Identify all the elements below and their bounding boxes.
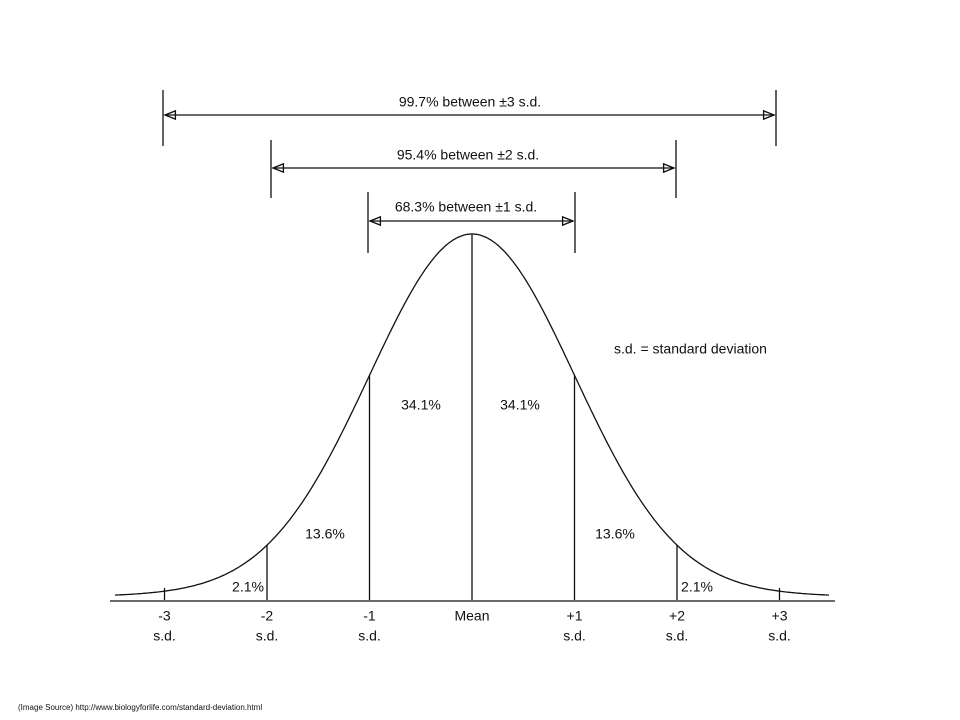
- region-label: 13.6%: [595, 526, 635, 542]
- axis-unit: s.d.: [153, 628, 176, 644]
- source: (Image Source) http://www.biologyforlife…: [18, 703, 262, 712]
- axis-value: -1: [363, 608, 376, 624]
- region-label: 34.1%: [401, 397, 441, 413]
- axis-unit: s.d.: [768, 628, 791, 644]
- arrow-1sd: [367, 192, 576, 253]
- region-label: 13.6%: [305, 526, 345, 542]
- legend-note: s.d. = standard deviation: [614, 341, 767, 357]
- axis-value: -3: [158, 608, 171, 624]
- arrow-2sd: [270, 140, 677, 198]
- axis-unit: s.d.: [563, 628, 586, 644]
- axis-unit: s.d.: [256, 628, 279, 644]
- axis-labels: -3 s.d. -2 s.d. -1 s.d. Mean +1 s.d. +2 s.d. +3 s.d.: [153, 608, 791, 644]
- axis-value: +2: [669, 608, 685, 624]
- axis-unit: s.d.: [358, 628, 381, 644]
- region-label: 34.1%: [500, 397, 540, 413]
- axis-value: Mean: [454, 608, 489, 624]
- axis-value: +1: [567, 608, 583, 624]
- arrow-label: 95.4% between ±2 s.d.: [397, 147, 539, 163]
- sd-lines: [163, 234, 781, 600]
- arrow-3sd: [162, 90, 777, 146]
- arrow-label: 99.7% between ±3 s.d.: [399, 94, 541, 110]
- axis-unit: s.d.: [666, 628, 689, 644]
- axis-value: -2: [261, 608, 274, 624]
- axis-value: +3: [772, 608, 788, 624]
- region-label: 2.1%: [232, 579, 264, 595]
- region-label: 2.1%: [681, 579, 713, 595]
- arrow-label: 68.3% between ±1 s.d.: [395, 199, 537, 215]
